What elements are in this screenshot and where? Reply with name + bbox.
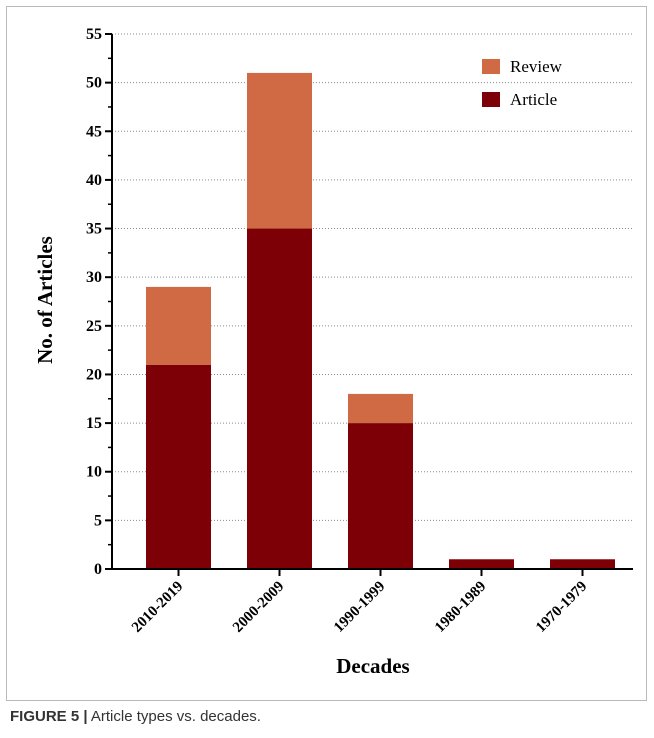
bar-article-2010-2019 xyxy=(146,364,211,569)
legend-swatch-review xyxy=(482,59,500,74)
y-tick-label: 50 xyxy=(86,75,102,92)
figure-caption-text: Article types vs. decades. xyxy=(90,708,261,725)
y-tick-label: 15 xyxy=(86,415,102,432)
stacked-bar-chart: 0 5 10 15 20 25 30 35 40 45 50 55 2010-2019 2000-200… xyxy=(33,26,633,678)
x-tick-label: 2000-2009 xyxy=(230,579,287,636)
y-axis-title: No. of Articles xyxy=(33,236,57,364)
figure-label: FIGURE 5 | xyxy=(10,708,88,725)
y-tick-label: 0 xyxy=(94,561,102,578)
figure-caption: FIGURE 5 | Article types vs. decades. xyxy=(10,708,261,725)
bar-article-1970-1979 xyxy=(550,559,615,569)
y-tick-label: 30 xyxy=(86,269,102,286)
bar-review-2010-2019 xyxy=(146,286,211,365)
y-tick-label: 45 xyxy=(86,123,102,140)
legend-label-review: Review xyxy=(510,57,563,76)
x-tick-labels: 2010-2019 2000-2009 1990-1999 1980-1989 1970… xyxy=(129,569,590,636)
y-tick-label: 40 xyxy=(86,172,102,189)
bars xyxy=(146,72,615,569)
y-tick-label: 35 xyxy=(86,221,102,238)
legend-swatch-article xyxy=(482,92,500,107)
y-tick-label: 25 xyxy=(86,318,102,335)
figure-frame xyxy=(6,6,647,701)
y-tick-label: 20 xyxy=(86,366,102,383)
y-tick-label: 55 xyxy=(86,26,102,43)
x-axis-title: Decades xyxy=(336,654,409,678)
y-tick-label: 10 xyxy=(86,464,102,481)
bar-review-1990-1999 xyxy=(348,393,413,424)
x-tick-label: 1970-1979 xyxy=(533,579,590,636)
bar-article-2000-2009 xyxy=(247,228,312,569)
bar-article-1990-1999 xyxy=(348,423,413,569)
x-tick-label: 1980-1989 xyxy=(432,579,489,636)
bar-review-2000-2009 xyxy=(247,72,312,229)
y-tick-label: 5 xyxy=(94,512,102,529)
x-tick-label: 1990-1999 xyxy=(331,579,388,636)
legend: Review Article xyxy=(482,57,563,109)
x-tick-label: 2010-2019 xyxy=(129,579,186,636)
legend-label-article: Article xyxy=(510,90,557,109)
bar-article-1980-1989 xyxy=(449,559,514,569)
y-tick-labels: 0 5 10 15 20 25 30 35 40 45 50 55 xyxy=(86,26,112,578)
